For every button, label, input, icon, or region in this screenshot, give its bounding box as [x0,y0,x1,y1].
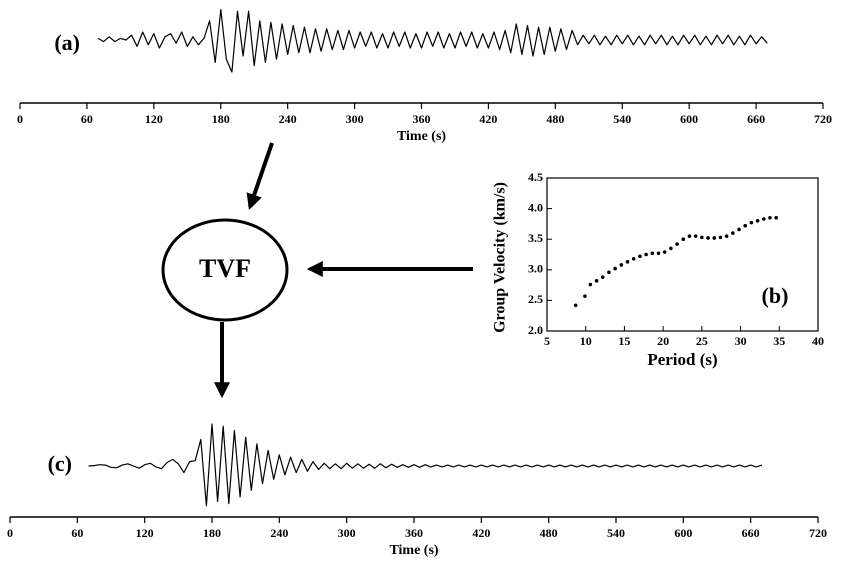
x-tick-label: 660 [747,112,765,126]
point [669,246,673,251]
x-tick-label: 0 [7,526,13,540]
x-tick-label: 720 [809,526,827,540]
x-tick-label: 660 [742,526,760,540]
x-tick-label: 240 [270,526,288,540]
point [768,215,772,220]
panel-label: (b) [762,283,789,308]
x-tick-label: 300 [346,112,364,126]
x-tick-label: 420 [479,112,497,126]
x-tick-label: 30 [735,334,747,348]
x-axis-label: Time (s) [389,543,438,558]
point [724,234,729,238]
point [644,252,648,257]
x-tick-label: 300 [338,526,356,540]
y-tick-label: 2.0 [528,323,543,337]
point [706,236,710,240]
y-tick-label: 4.0 [528,200,543,214]
point [755,219,760,223]
x-tick-label: 25 [696,334,708,348]
x-tick-label: 120 [145,112,163,126]
point [583,294,587,298]
x-tick-label: 40 [812,334,824,348]
x-tick-label: 35 [773,334,785,348]
point [731,231,735,235]
point [638,254,642,259]
point [712,236,717,240]
waveform [97,9,768,73]
waveform [88,423,763,507]
point [693,234,698,238]
x-tick-label: 480 [546,112,564,126]
point [594,279,599,283]
panel-label: (a) [54,30,80,55]
plot-frame [546,177,819,332]
x-tick-label: 540 [613,112,631,126]
x-tick-label: 480 [540,526,558,540]
point [625,260,630,264]
panel-label: (c) [48,451,72,476]
y-tick-label: 2.5 [528,292,543,306]
x-tick-label: 120 [136,526,154,540]
y-tick-label: 3.5 [528,231,543,245]
point [762,217,766,221]
arrow [246,142,274,211]
y-tick-label: 3.0 [528,262,543,276]
tvf-ellipse [161,218,289,322]
x-tick-label: 60 [81,112,93,126]
point [607,270,611,275]
x-tick-label: 10 [580,334,592,348]
x-axis-label: Time (s) [397,129,446,144]
x-axis-label: Period (s) [647,350,717,369]
tvf-label: TVF [199,254,251,283]
x-tick-label: 180 [203,526,221,540]
point [737,227,741,232]
x-tick-label: 600 [680,112,698,126]
x-tick-label: 20 [657,334,669,348]
x-tick-label: 360 [413,112,431,126]
point [718,235,723,240]
x-tick-label: 600 [674,526,692,540]
point [662,250,667,254]
x-tick-label: 5 [544,334,550,348]
point [613,266,617,271]
point [600,275,605,279]
x-tick-label: 240 [279,112,297,126]
point [700,235,704,240]
y-tick-label: 4.5 [528,170,543,184]
point [774,215,778,220]
point [675,242,679,246]
point [650,251,655,256]
point [749,220,754,225]
y-axis-label: Group Velocity (km/s) [492,182,509,333]
x-tick-label: 540 [607,526,625,540]
point [687,234,692,238]
x-tick-label: 0 [17,112,23,126]
x-tick-label: 15 [618,334,630,348]
x-tick-label: 360 [405,526,423,540]
point [631,256,636,261]
point [588,282,593,287]
point [656,251,661,256]
x-tick-label: 180 [212,112,230,126]
point [681,237,686,241]
x-tick-label: 60 [71,526,83,540]
point [573,303,578,308]
x-tick-label: 720 [814,112,832,126]
point [619,263,624,267]
point [743,223,748,228]
x-tick-label: 420 [472,526,490,540]
